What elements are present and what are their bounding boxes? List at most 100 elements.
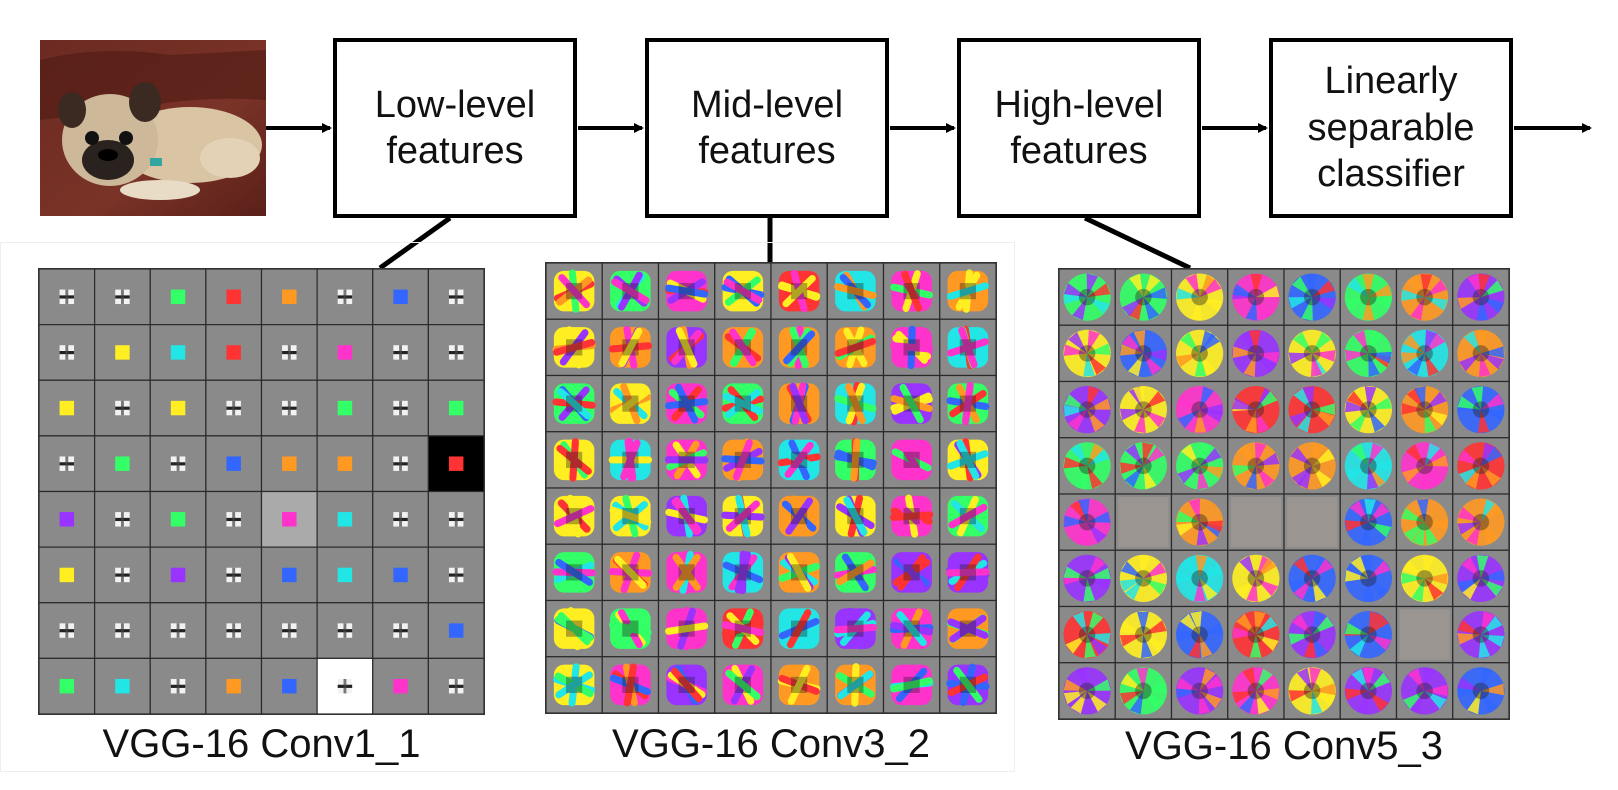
filter-cell [546,599,603,658]
filter-cell [601,487,660,545]
filter-cell [1283,662,1341,719]
filter-cell [427,379,484,437]
filter-cell [657,431,716,489]
filter-cell [882,487,941,545]
filter-cell [882,656,941,713]
filter-cell [1339,549,1398,608]
filter-cell [770,318,828,377]
filter-cell [601,543,660,602]
filter-cell [372,269,429,326]
filter-cell [1114,549,1173,608]
filter-cell [714,599,772,658]
filter-cell [714,656,772,713]
filter-cell [1283,324,1341,383]
filter-cell [316,490,374,548]
filter-cell [657,599,716,658]
filter-cell [316,435,374,493]
filter-cell [1114,324,1173,383]
filter-cell [39,657,96,714]
filter-cell [826,656,885,713]
filter-cell [39,324,96,381]
filter-cell [882,374,941,433]
filter-cell [882,263,941,320]
filter-cell [94,379,151,437]
filter-cell [826,599,885,658]
filter-cell [427,657,484,714]
filter-cell [1059,493,1116,551]
filter-cell [149,490,207,548]
filter-cell [1170,324,1229,383]
filter-cell [94,269,151,326]
filter-cell [260,379,318,437]
panel-backdrop [0,242,1015,772]
filter-cell [1059,269,1116,326]
filter-cell [1283,549,1341,608]
filter-cell [1170,493,1229,551]
filter-cell [1059,380,1116,439]
filter-cell [427,490,484,548]
filter-cell [601,263,660,320]
filter-cell [882,599,941,658]
filter-cell [1170,380,1229,439]
filter-cell [205,602,263,659]
filter-cell [1283,380,1341,439]
filter-cell [1283,493,1341,551]
filter-cell [205,269,263,326]
filter-cell [546,543,603,602]
filter-cell [316,546,374,604]
filter-cell [1339,269,1398,326]
filter-cell [316,324,374,381]
filter-cell [1114,662,1173,719]
filter-cell [1395,324,1454,383]
filter-cell [939,263,996,320]
filter-cell [260,324,318,381]
filter-cell [1059,437,1116,495]
filter-cell [714,431,772,489]
filter-cell [372,546,429,604]
filter-cell [1339,437,1398,495]
filter-cell [657,374,716,433]
filter-cell [1227,269,1285,326]
filter-cell [205,490,263,548]
filter-cell [39,546,96,604]
filter-cell [882,543,941,602]
filter-cell [149,324,207,381]
filter-cell [770,487,828,545]
stage-box-high-level: High-level features [957,38,1201,218]
filter-cell [1170,549,1229,608]
filter-cell [1059,324,1116,383]
filter-cell [372,324,429,381]
conv5-3-filter-grid [1058,268,1510,720]
filter-cell [427,435,484,493]
filter-cell [39,269,96,326]
filter-cell [205,657,263,714]
filter-cell [1395,662,1454,719]
filter-cell [94,324,151,381]
filter-cell [149,657,207,714]
filter-cell [372,379,429,437]
filter-cell [1114,269,1173,326]
filter-cell [1395,605,1454,664]
filter-cell [939,599,996,658]
filter-cell [546,318,603,377]
stage-box-classifier: Linearly separable classifier [1269,38,1513,218]
stage-label-low-level: Low-level features [374,83,536,172]
filter-cell [1339,605,1398,664]
filter-cell [149,435,207,493]
filter-cell [1452,437,1509,495]
filter-cell [149,546,207,604]
filter-cell [205,435,263,493]
stage-box-mid-level: Mid-level features [645,38,889,218]
filter-cell [1339,380,1398,439]
filter-cell [657,543,716,602]
filter-cell [939,431,996,489]
filter-cell [1114,493,1173,551]
filter-cell [94,657,151,714]
filter-cell [546,656,603,713]
filter-cell [939,318,996,377]
filter-cell [149,379,207,437]
filter-cell [770,656,828,713]
filter-cell [601,374,660,433]
filter-cell [657,263,716,320]
